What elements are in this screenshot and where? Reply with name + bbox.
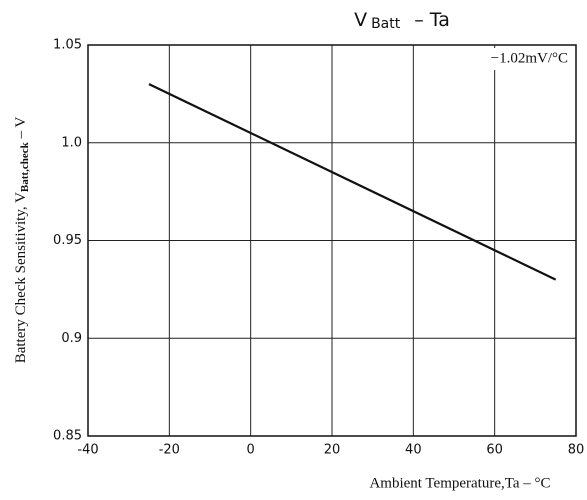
x-tick-label: 40 [405,443,422,458]
x-tick-label: 80 [568,443,585,458]
y-tick-label: 0.85 [53,429,82,444]
x-tick-label: 0 [247,443,255,458]
y-tick-label: 1.05 [53,38,82,53]
x-tick-label: 20 [324,443,341,458]
x-axis-label: Ambient Temperature,Ta – °C [369,475,550,491]
data-line [148,83,557,281]
y-tick-label: 0.95 [53,233,82,248]
y-tick-label: 1.0 [61,135,82,150]
y-axis-label: Battery Check Sensitivity, VBatt,check –… [13,117,30,364]
annotation-bg [484,48,572,70]
annotation: −1.02mV/°C [491,50,568,66]
x-tick-label: -20 [159,443,180,458]
x-tick-label: -40 [77,443,98,458]
plot-frame [87,44,577,437]
chart-title: V Batt – Ta [354,9,450,33]
x-tick-label: 60 [486,443,503,458]
y-tick-label: 0.9 [61,331,82,346]
